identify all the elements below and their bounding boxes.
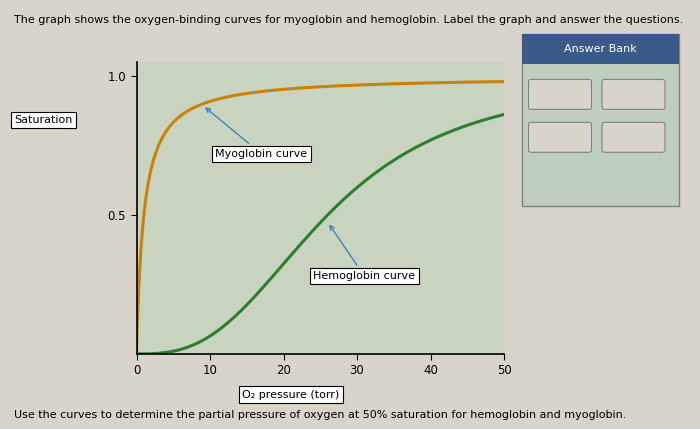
Text: Hemoglobin curve: Hemoglobin curve [314,226,415,281]
Text: Myoglobin curve: Myoglobin curve [206,108,307,159]
Text: O₂ pressure (torr): O₂ pressure (torr) [242,390,340,400]
Text: Use the curves to determine the partial pressure of oxygen at 50% saturation for: Use the curves to determine the partial … [14,411,626,420]
Text: The graph shows the oxygen-binding curves for myoglobin and hemoglobin. Label th: The graph shows the oxygen-binding curve… [14,15,683,25]
Text: Saturation: Saturation [14,115,72,125]
Text: Answer Bank: Answer Bank [564,44,636,54]
